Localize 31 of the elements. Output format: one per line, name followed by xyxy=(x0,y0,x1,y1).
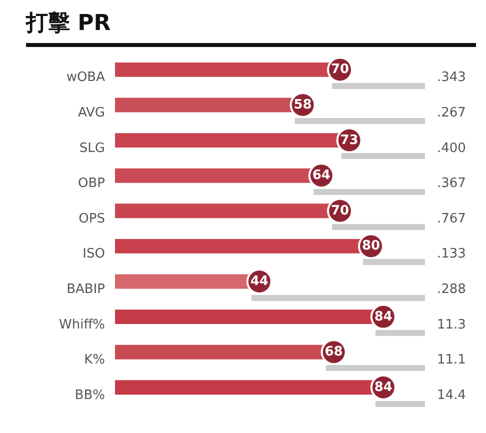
text: 11.1 xyxy=(437,352,466,368)
y-tick-label: K% xyxy=(84,352,105,368)
text: 14.4 xyxy=(437,388,466,403)
data-label: 84 xyxy=(374,380,392,395)
data-label: 44 xyxy=(250,274,268,289)
data-label: 58 xyxy=(294,98,312,112)
text: .288 xyxy=(437,282,466,297)
data-label: 70 xyxy=(330,62,350,78)
data-label: 68 xyxy=(324,344,343,360)
text: .133 xyxy=(437,246,466,262)
text: .343 xyxy=(437,70,466,86)
data-label: 84 xyxy=(374,309,392,324)
data-label: 73 xyxy=(340,132,358,148)
text: .267 xyxy=(437,105,466,120)
text: .767 xyxy=(437,211,466,226)
y-tick-label: ISO xyxy=(82,246,105,262)
data-label: 70 xyxy=(330,203,350,218)
y-tick-label: BB% xyxy=(74,388,105,403)
y-tick-label: Whiff% xyxy=(58,317,105,332)
y-tick-label: wOBA xyxy=(66,70,106,86)
y-tick-label: OBP xyxy=(78,176,106,192)
text: .367 xyxy=(437,176,466,192)
y-tick-label: OPS xyxy=(78,211,105,226)
data-label: 80 xyxy=(362,238,380,254)
y-tick-label: AVG xyxy=(78,105,105,120)
chart-title: 打擊 PR xyxy=(26,8,476,47)
data-label: 64 xyxy=(312,168,330,184)
text: .400 xyxy=(437,140,466,156)
text: 11.3 xyxy=(437,317,466,332)
y-tick-label: BABIP xyxy=(66,282,106,297)
y-tick-label: SLG xyxy=(79,140,105,156)
